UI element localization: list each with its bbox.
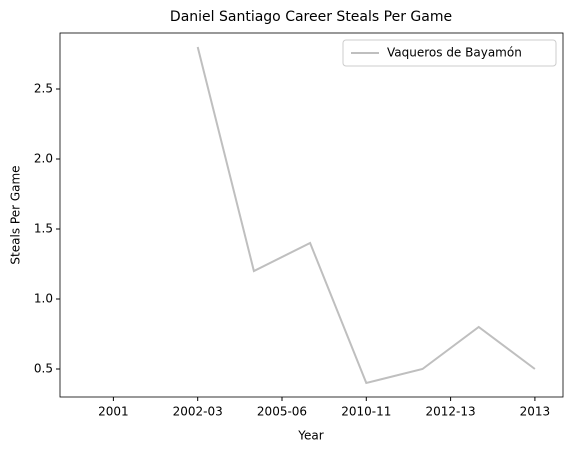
y-tick-label: 1.5: [34, 222, 53, 236]
y-tick-label: 2.0: [34, 152, 53, 166]
x-tick-label: 2013: [520, 405, 551, 419]
line: [196, 46, 536, 385]
y-axis-label: Steals Per Game: [9, 165, 23, 264]
y-tick-label: 1.0: [34, 292, 53, 306]
x-tick-label: 2012-13: [426, 405, 476, 419]
x-tick-label: 2001: [98, 405, 129, 419]
x-tick-label: 2005-06: [257, 405, 307, 419]
x-tick-label: 2002-03: [173, 405, 223, 419]
y-tick-label: 2.5: [34, 82, 53, 96]
x-axis-label: Year: [297, 429, 323, 443]
plot-frame: [59, 32, 564, 398]
chart-title: Daniel Santiago Career Steals Per Game: [170, 9, 452, 25]
y-tick-label: 0.5: [34, 362, 53, 376]
legend-box: [342, 39, 557, 67]
x-tick-label: 2010-11: [341, 405, 391, 419]
legend-label: Vaqueros de Bayamón: [387, 46, 522, 60]
